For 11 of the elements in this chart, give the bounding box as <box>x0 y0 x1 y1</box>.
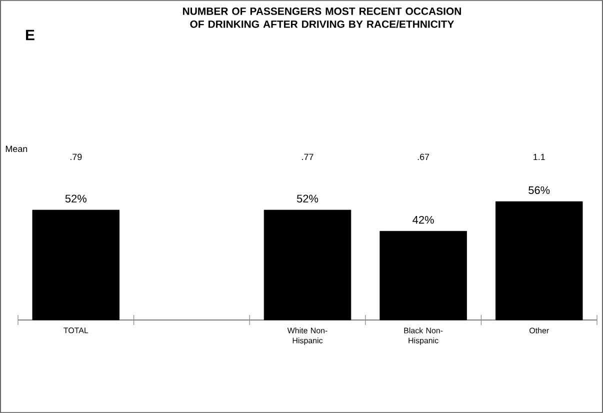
text: .79 <box>70 154 82 160</box>
text: E <box>26 30 34 40</box>
data-label: 52% <box>65 194 86 202</box>
data-label: 42% <box>412 216 434 224</box>
text: .77 <box>302 154 314 160</box>
chart-title: NUMBER OF PASSENGERS MOST RECENT OCCASION OF DRINKING AFTER DRIVING BY RACE/ETHNICITY <box>183 8 461 28</box>
text: Mean <box>6 146 28 152</box>
text: 1.1 <box>534 154 545 160</box>
text: .67 <box>418 154 430 160</box>
data-label: 56% <box>528 186 550 194</box>
data-label: 52% <box>296 194 318 202</box>
